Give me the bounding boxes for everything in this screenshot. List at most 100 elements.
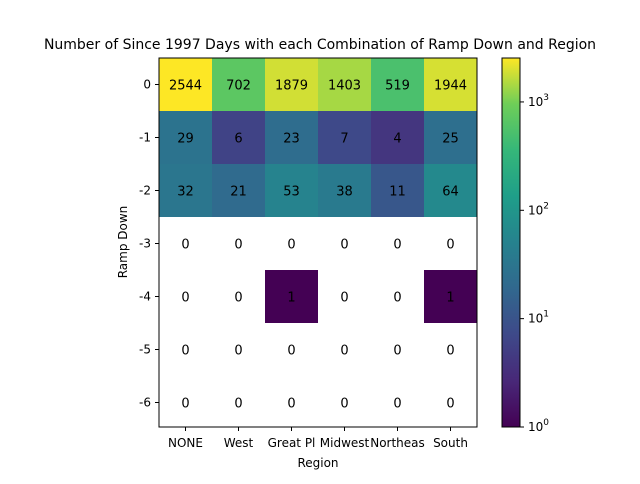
cell-value-label: 0 <box>446 397 454 412</box>
cell-value-label: 0 <box>393 238 401 253</box>
heatmap-cell <box>371 58 424 111</box>
heatmap-cell <box>318 270 371 323</box>
cell-value-label: 0 <box>181 344 189 359</box>
y-axis-ticks: 0 -1 -2 -3 -4 -5 -6 <box>139 78 159 410</box>
cell-value-label: 1 <box>446 291 454 306</box>
heatmap-cell <box>212 217 265 270</box>
x-tick-label: South <box>433 436 468 450</box>
cell-value-label: 0 <box>234 397 242 412</box>
cell-value-label: 6 <box>234 132 242 147</box>
cell-value-label: 0 <box>446 344 454 359</box>
heatmap-cell <box>371 164 424 217</box>
cell-value-label: 53 <box>283 185 300 200</box>
heatmap-cell <box>265 217 318 270</box>
colorbar-tick-label: 101 <box>528 310 549 326</box>
heatmap-cell <box>424 270 477 323</box>
cell-value-label: 0 <box>393 291 401 306</box>
y-tick-label: -2 <box>139 184 151 198</box>
heatmap-cell <box>318 111 371 164</box>
heatmap-cell <box>318 376 371 429</box>
cell-value-label: 0 <box>234 344 242 359</box>
colorbar-tick-label: 103 <box>528 93 549 109</box>
cell-value-label: 0 <box>446 238 454 253</box>
cell-value-label: 0 <box>234 238 242 253</box>
cell-value-label: 702 <box>226 79 251 94</box>
heatmap-cell <box>371 323 424 376</box>
heatmap-cell <box>371 111 424 164</box>
heatmap-cell <box>159 323 212 376</box>
cell-value-label: 1 <box>287 291 295 306</box>
cell-value-label: 1403 <box>328 79 361 94</box>
cell-value-label: 0 <box>181 238 189 253</box>
cell-value-label: 0 <box>181 397 189 412</box>
cell-value-label: 25 <box>442 132 459 147</box>
colorbar-ticks: 100 101 102 103 <box>520 93 549 434</box>
y-tick-label: -5 <box>139 343 151 357</box>
heatmap-cell <box>159 217 212 270</box>
y-tick-label: -4 <box>139 290 151 304</box>
heatmap-cell <box>424 164 477 217</box>
heatmap-cell <box>212 111 265 164</box>
heatmap-cell <box>318 58 371 111</box>
heatmap-cell <box>159 164 212 217</box>
heatmap-cell <box>318 164 371 217</box>
heatmap-cell <box>212 376 265 429</box>
cell-value-label: 519 <box>385 79 410 94</box>
cell-value-label: 64 <box>442 185 459 200</box>
cell-value-label: 0 <box>287 344 295 359</box>
heatmap-cell <box>265 58 318 111</box>
x-tick-label: West <box>224 436 254 450</box>
cell-value-label: 0 <box>234 291 242 306</box>
x-axis-ticks: NONE West Great Pl Midwest Northeas South <box>168 427 468 450</box>
cell-value-label: 38 <box>336 185 353 200</box>
heatmap-cell <box>159 270 212 323</box>
cell-value-label: 21 <box>230 185 247 200</box>
y-tick-label: -1 <box>139 131 151 145</box>
cell-value-label: 1944 <box>434 79 467 94</box>
heatmap-cell <box>159 111 212 164</box>
x-tick-label: NONE <box>168 436 203 450</box>
heatmap-cell <box>212 58 265 111</box>
cell-value-label: 23 <box>283 132 300 147</box>
heatmap-cell <box>318 217 371 270</box>
x-tick-label: Northeas <box>370 436 425 450</box>
chart-title: Number of Since 1997 Days with each Comb… <box>44 37 596 53</box>
cell-value-label: 0 <box>340 238 348 253</box>
x-tick-label: Great Pl <box>268 436 316 450</box>
heatmap-cell <box>424 323 477 376</box>
heatmap-cell <box>159 376 212 429</box>
cell-value-label: 0 <box>287 238 295 253</box>
heatmap-cell <box>424 217 477 270</box>
heatmap-cell <box>424 376 477 429</box>
cell-value-label: 0 <box>340 397 348 412</box>
y-tick-label: 0 <box>143 78 151 92</box>
y-axis-label: Ramp Down <box>116 206 130 279</box>
cell-value-label: 11 <box>389 185 406 200</box>
heatmap-cell <box>212 270 265 323</box>
heatmap-cell <box>424 58 477 111</box>
heatmap-cell <box>371 376 424 429</box>
heatmap-cell <box>265 323 318 376</box>
heatmap-cell <box>371 217 424 270</box>
x-axis-label: Region <box>297 456 338 470</box>
heatmap-cell-labels: 2544 702 1879 1403 519 1944 29 6 23 7 4 25 32 21 53 38 1… <box>169 79 467 412</box>
heatmap-cell <box>159 58 212 111</box>
colorbar-tick-label: 100 <box>528 418 549 434</box>
plot-frame <box>158 57 478 428</box>
heatmap-cell <box>265 164 318 217</box>
cell-value-label: 0 <box>287 397 295 412</box>
cell-value-label: 4 <box>393 132 401 147</box>
y-tick-label: -3 <box>139 237 151 251</box>
cell-value-label: 0 <box>340 291 348 306</box>
heatmap-cell <box>265 270 318 323</box>
cell-value-label: 7 <box>340 132 348 147</box>
y-tick-label: -6 <box>139 396 151 410</box>
cell-value-label: 32 <box>177 185 194 200</box>
x-tick-label: Midwest <box>320 436 370 450</box>
cell-value-label: 0 <box>181 291 189 306</box>
heatmap-cell <box>265 376 318 429</box>
cell-value-label: 29 <box>177 132 194 147</box>
cell-value-label: 2544 <box>169 79 202 94</box>
cell-value-label: 1879 <box>275 79 308 94</box>
